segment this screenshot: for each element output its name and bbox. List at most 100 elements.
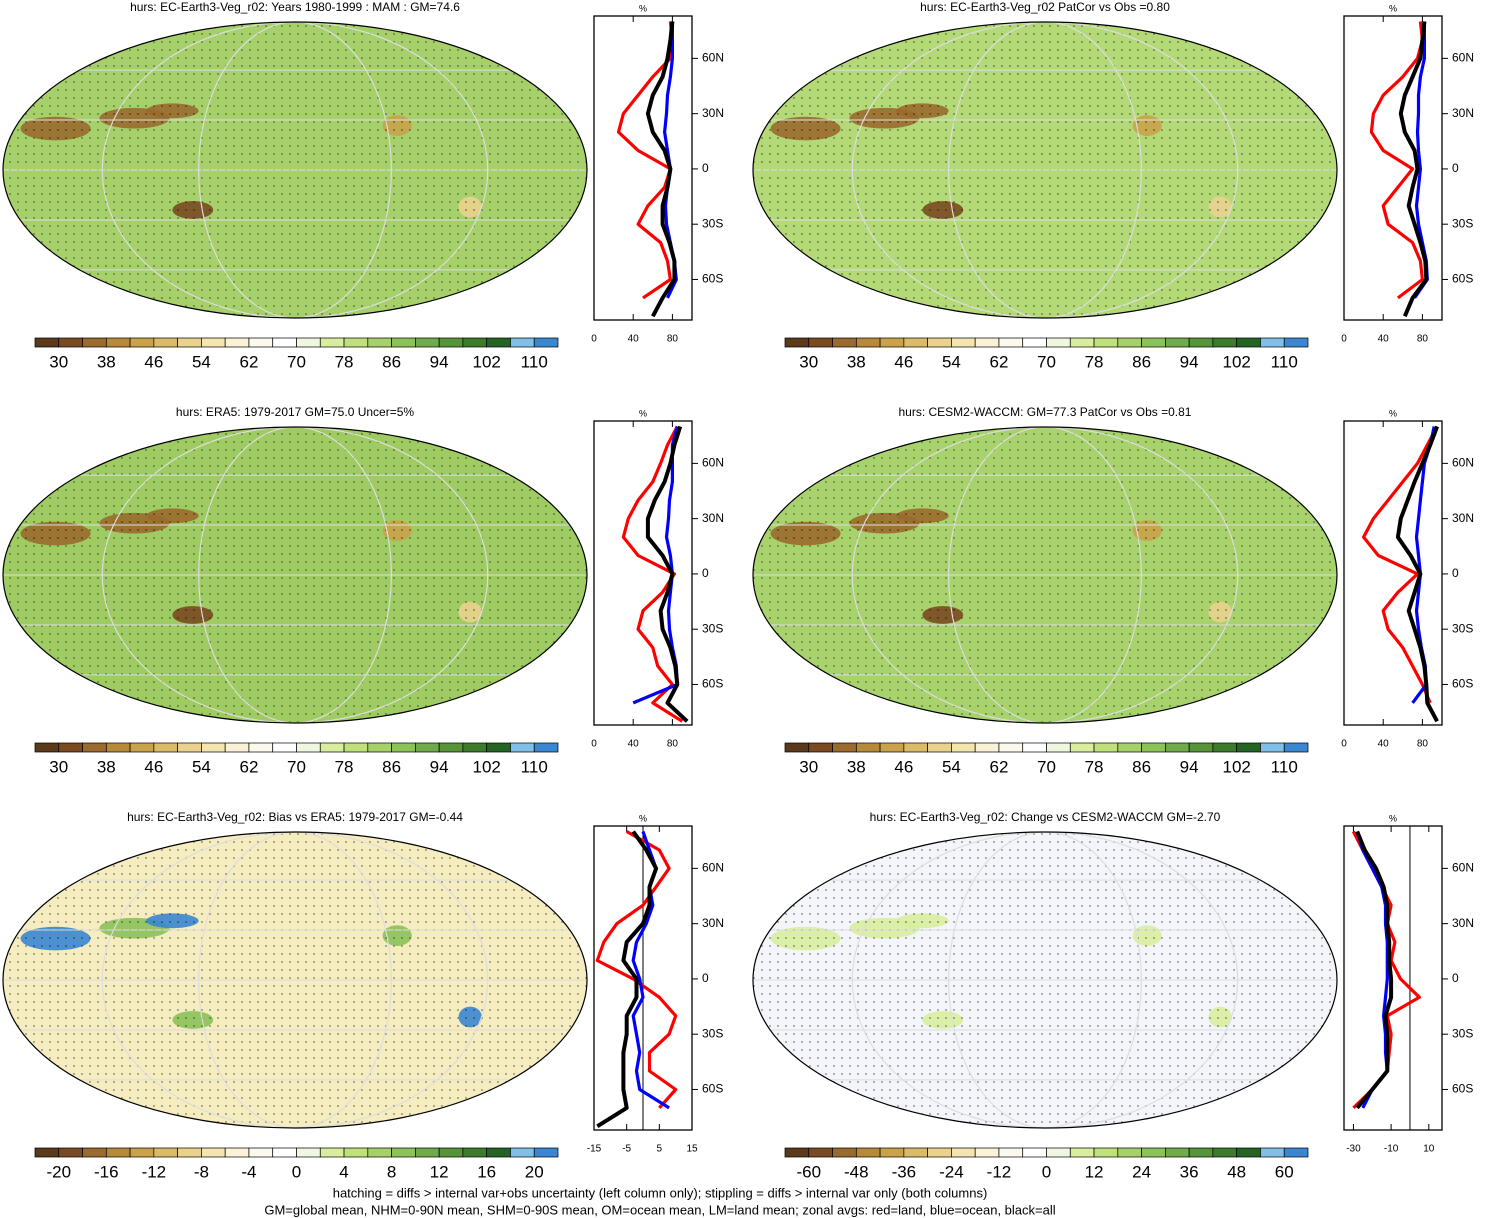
colorbar-label: 70 [1037,757,1056,776]
x-tick-label: 80 [1417,334,1429,345]
colorbar-box [998,742,1024,753]
zonal-line [1355,830,1394,1110]
colorbar-box [808,337,833,348]
x-tick-label: 40 [628,739,640,750]
map [753,832,1337,1128]
colorbar-box [1046,337,1071,348]
map [3,22,587,318]
colorbar-box [927,1147,952,1158]
colorbar-label: 0 [1042,1162,1051,1181]
colorbar-label: 62 [989,352,1008,371]
colorbar-box [510,1147,535,1158]
panel: hurs: EC-Earth3-Veg_r02: Bias vs ERA5: 1… [2,810,724,1181]
colorbar-label: 110 [521,757,548,776]
colorbar-box [462,1147,488,1158]
colorbar-box [248,1147,274,1158]
colorbar-label: 12 [1085,1162,1104,1181]
panel-title: hurs: EC-Earth3-Veg_r02: Change vs CESM2… [870,810,1221,824]
colorbar-label: 78 [335,757,354,776]
colorbar-label: 78 [335,352,354,371]
colorbar-label: 62 [989,757,1008,776]
colorbar-box [1046,1147,1071,1158]
zonal-line [645,21,677,318]
colorbar-label: 86 [382,352,401,371]
colorbar-box [998,337,1024,348]
y-tick-label: 60S [702,677,723,691]
map [3,832,587,1128]
y-tick-label: 30S [702,216,723,230]
colorbar-box [808,1147,833,1158]
colorbar-box [391,742,416,753]
colorbar-label: 30 [799,757,818,776]
y-tick-label: 30N [702,916,724,930]
map-gridline [851,22,1239,318]
panel-title: hurs: ERA5: 1979-2017 GM=75.0 Uncer=5% [176,405,414,419]
panel-title: hurs: EC-Earth3-Veg_r02: Bias vs ERA5: 1… [127,810,463,824]
colorbar-box [832,337,857,348]
colorbar-label: 78 [1085,757,1104,776]
y-tick-label: 30S [702,621,723,635]
colorbar-label: -48 [844,1162,869,1181]
colorbar-box [510,337,535,348]
zonal-line [595,830,678,1109]
colorbar-box [808,742,833,753]
x-axis-label: % [1389,813,1397,823]
colorbar-label: 62 [239,352,258,371]
colorbar-box [903,742,928,753]
colorbar-box [1236,742,1261,753]
colorbar-label: 102 [1222,757,1250,776]
colorbar-box [1283,337,1309,348]
colorbar-box [177,742,202,753]
colorbar-box [415,337,440,348]
y-tick-label: 60N [702,51,724,65]
colorbar-label: 46 [144,352,163,371]
colorbar-box [438,337,464,348]
x-tick-label: 40 [628,334,640,345]
colorbar-label: -20 [46,1162,71,1181]
colorbar-box [34,1147,60,1158]
x-tick-label: 0 [591,739,597,750]
colorbar-label: 48 [1227,1162,1246,1181]
colorbar-box [1117,1147,1142,1158]
colorbar-box [974,742,1000,753]
map-gridline [198,427,392,723]
y-tick-label: 60N [1452,456,1474,470]
colorbar-label: 46 [894,757,913,776]
colorbar-box [927,742,952,753]
colorbar-box [153,1147,178,1158]
colorbar-box [58,1147,83,1158]
colorbar-box [855,337,881,348]
colorbar-box [1046,742,1071,753]
x-tick-label: 5 [657,1144,663,1155]
colorbar-box [177,337,202,348]
y-tick-label: 60N [702,456,724,470]
colorbar-box [58,337,83,348]
colorbar-label: 38 [847,352,866,371]
colorbar-box [224,337,250,348]
colorbar-label: 38 [97,352,116,371]
y-tick-label: 60N [1452,51,1474,65]
colorbar-box [391,337,416,348]
colorbar-box [177,1147,202,1158]
colorbar-box [1093,337,1119,348]
colorbar-box [1022,742,1047,753]
colorbar-box [1165,1147,1190,1158]
map-gridline [948,427,1142,723]
colorbar-box [343,337,369,348]
y-tick-label: 30N [1452,106,1474,120]
colorbar-label: 54 [942,352,961,371]
colorbar-label: 70 [287,757,306,776]
map-gridline [101,22,489,318]
colorbar-box [319,742,345,753]
profile-frame [1343,15,1443,321]
colorbar-label: -24 [939,1162,964,1181]
colorbar-box [224,742,250,753]
colorbar-box [34,742,60,753]
colorbar-box [105,337,131,348]
zonal-line [1355,831,1389,1109]
colorbar-box [832,742,857,753]
colorbar-box [153,742,178,753]
colorbar-box [272,337,297,348]
colorbar-box [415,1147,440,1158]
